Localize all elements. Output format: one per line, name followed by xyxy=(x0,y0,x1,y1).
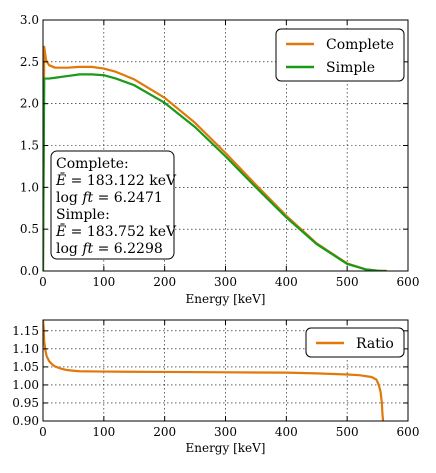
y-tick-label: 0.95 xyxy=(12,396,39,410)
y-tick-label: 1.10 xyxy=(12,342,39,356)
x-tick-label: 400 xyxy=(275,425,298,439)
series-line-simple xyxy=(43,73,387,271)
annotation-line: log ft = 6.2298 xyxy=(56,241,163,257)
legend-label: Complete xyxy=(326,37,394,53)
legend-box xyxy=(305,327,405,358)
y-tick-label: 0.5 xyxy=(20,222,39,236)
x-tick-label: 0 xyxy=(39,275,47,289)
legend: Complete Simple xyxy=(275,28,405,82)
y-tick-label: 1.0 xyxy=(20,180,39,194)
x-axis-label: Energy [keV] xyxy=(185,292,265,306)
y-tick-label: 2.5 xyxy=(20,55,39,69)
panel-1: 0 100 200 300 400 500 600 0.0 0.5 1.0 1.5 2.0 2.5 3.0… xyxy=(20,13,420,306)
y-tick-label: 1.00 xyxy=(12,378,39,392)
x-axis-label: Energy [keV] xyxy=(185,441,265,455)
x-tick-label: 500 xyxy=(336,425,359,439)
panel-2: 0 100 200 300 400 500 600 0.90 0.95 1.00 1.05 1.10 1… xyxy=(12,319,420,455)
legend-label: Ratio xyxy=(356,336,394,352)
x-tick-label: 100 xyxy=(92,425,115,439)
series-line-ratio xyxy=(43,320,385,421)
y-tick-label: 1.05 xyxy=(12,360,39,374)
y-tick-label: 1.5 xyxy=(20,139,39,153)
x-tick-label: 500 xyxy=(336,275,359,289)
y-tick-label: 0.90 xyxy=(12,414,39,428)
x-tick-label: 600 xyxy=(397,425,420,439)
legend: Ratio xyxy=(305,327,405,358)
x-tick-label: 200 xyxy=(153,275,176,289)
x-tick-label: 200 xyxy=(153,425,176,439)
y-tick-label: 2.0 xyxy=(20,97,39,111)
annotation-line: Ē = 183.122 keV xyxy=(55,171,177,189)
legend-label: Simple xyxy=(326,60,375,76)
y-tick-label: 0.0 xyxy=(20,264,39,278)
annotation-line: log ft = 6.2471 xyxy=(56,190,163,206)
annotation-frame xyxy=(50,150,175,260)
annotation-line: Ē = 183.752 keV xyxy=(55,222,177,240)
x-tick-label: 400 xyxy=(275,275,298,289)
x-tick-label: 0 xyxy=(39,425,47,439)
y-tick-label: 1.15 xyxy=(12,324,39,338)
x-tick-label: 300 xyxy=(214,425,237,439)
x-tick-label: 100 xyxy=(92,275,115,289)
x-tick-label: 600 xyxy=(397,275,420,289)
y-tick-label: 3.0 xyxy=(20,13,39,27)
annotation-line: Simple: xyxy=(56,207,110,223)
x-tick-label: 300 xyxy=(214,275,237,289)
annotation-line: Complete: xyxy=(56,156,129,172)
